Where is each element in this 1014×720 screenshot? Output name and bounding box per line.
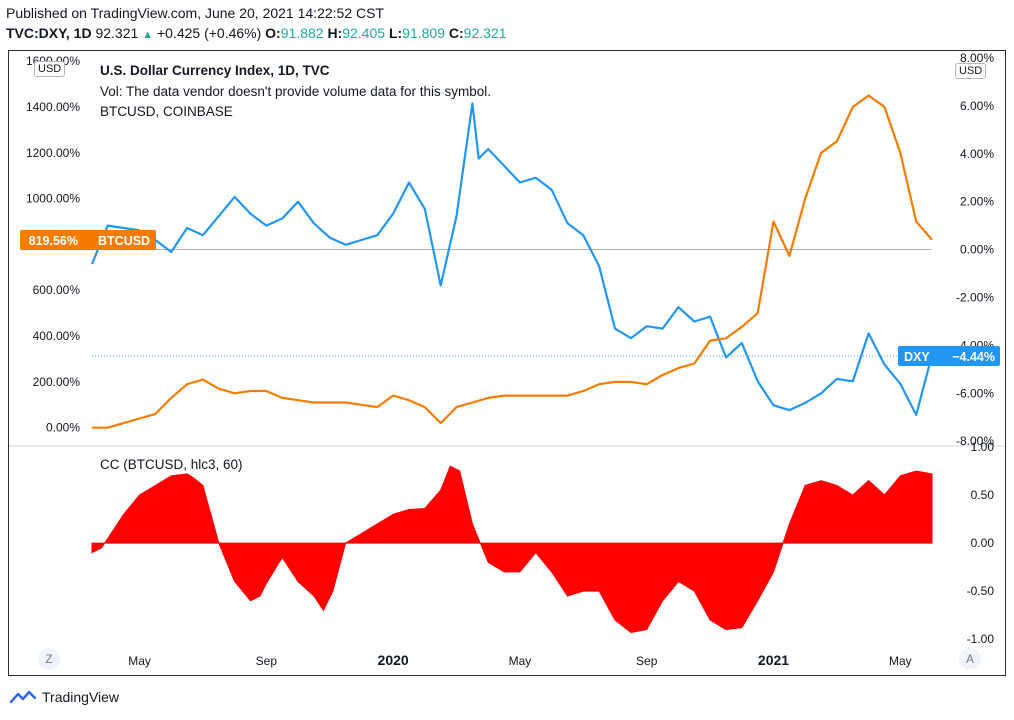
dxy-last-label-value: −4.44% — [952, 350, 995, 364]
x-axis-tick-4: Sep — [636, 654, 658, 668]
high-label: H: — [327, 25, 343, 41]
series-line-dxy — [90, 102, 934, 416]
last-price: 92.321 — [95, 25, 139, 41]
osc-axis-tick-0: -1.00 — [967, 632, 995, 646]
btc-last-label-name: BTCUSD — [98, 234, 150, 248]
right-axis-tick-0: -8.00% — [956, 434, 994, 448]
legend-overlay[interactable]: BTCUSD, COINBASE — [100, 104, 233, 119]
chart-frame — [8, 50, 1006, 676]
right-axis-tick-8: 8.00% — [960, 51, 994, 65]
x-axis-tick-0: May — [128, 654, 151, 668]
currency-right[interactable]: USD — [955, 63, 987, 79]
open-label: O: — [265, 25, 281, 41]
left-axis-tick-1: 200.00% — [33, 375, 81, 389]
dxy-last-label-name: DXY — [904, 350, 930, 364]
low-value: 91.809 — [402, 25, 445, 41]
left-axis-tick-2: 400.00% — [33, 329, 81, 343]
close-label: C: — [448, 25, 464, 41]
high-value: 92.405 — [342, 25, 386, 41]
right-axis-tick-6: 4.00% — [960, 147, 994, 161]
btc-last-label-bg — [20, 229, 156, 250]
open-value: 91.882 — [280, 25, 324, 41]
right-axis-tick-7: 6.00% — [960, 99, 994, 113]
tradingview-logo-icon — [10, 690, 36, 704]
x-axis-tick-2: 2020 — [378, 652, 409, 668]
right-axis-tick-5: 2.00% — [960, 195, 994, 209]
right-axis-tick-4: 0.00% — [960, 243, 994, 257]
up-arrow-icon: ▲ — [142, 29, 154, 41]
left-axis-tick-7: 1400.00% — [26, 100, 80, 114]
symbol-name[interactable]: TVC:DXY, 1D — [6, 25, 92, 41]
x-axis-tick-5: 2021 — [758, 652, 789, 668]
published-line: Published on TradingView.com, June 20, 2… — [6, 5, 384, 21]
left-axis-tick-6: 1200.00% — [26, 146, 80, 160]
x-axis-tick-3: May — [509, 654, 532, 668]
osc-axis-tick-4: 1.00 — [971, 440, 995, 454]
left-axis-tick-5: 1000.00% — [26, 192, 80, 206]
x-axis-tick-1: Sep — [256, 654, 278, 668]
legend-title[interactable]: U.S. Dollar Currency Index, 1D, TVC — [100, 63, 330, 78]
brand-name: TradingView — [42, 689, 120, 705]
scale-auto-button[interactable]: A — [959, 648, 981, 670]
osc-axis-tick-2: 0.00 — [971, 536, 995, 550]
price-change: +0.425 (+0.46%) — [156, 25, 262, 41]
currency-left[interactable]: USD — [34, 61, 66, 77]
right-axis-tick-1: -6.00% — [956, 386, 994, 400]
right-axis-tick-3: -2.00% — [956, 291, 994, 305]
btc-last-label-value: 819.56% — [29, 234, 78, 248]
series-line-btcusd — [92, 94, 933, 429]
low-label: L: — [388, 25, 403, 41]
scale-z-button[interactable]: Z — [38, 648, 60, 670]
cc-area — [91, 465, 933, 634]
legend-vol: Vol: The data vendor doesn't provide vol… — [100, 84, 492, 99]
x-axis-tick-6: May — [889, 654, 912, 668]
osc-axis-tick-1: -0.50 — [967, 584, 995, 598]
osc-axis-tick-3: 0.50 — [971, 488, 995, 502]
close-value: 92.321 — [463, 25, 507, 41]
left-axis-tick-0: 0.00% — [46, 421, 80, 435]
left-axis-tick-3: 600.00% — [33, 283, 81, 297]
dxy-last-label-bg — [898, 345, 1000, 366]
tradingview-brand[interactable]: TradingView — [10, 689, 119, 705]
legend-cc[interactable]: CC (BTCUSD, hlc3, 60) — [100, 457, 243, 472]
symbol-line: TVC:DXY, 1D 92.321 ▲ +0.425 (+0.46%) O:9… — [6, 25, 506, 41]
